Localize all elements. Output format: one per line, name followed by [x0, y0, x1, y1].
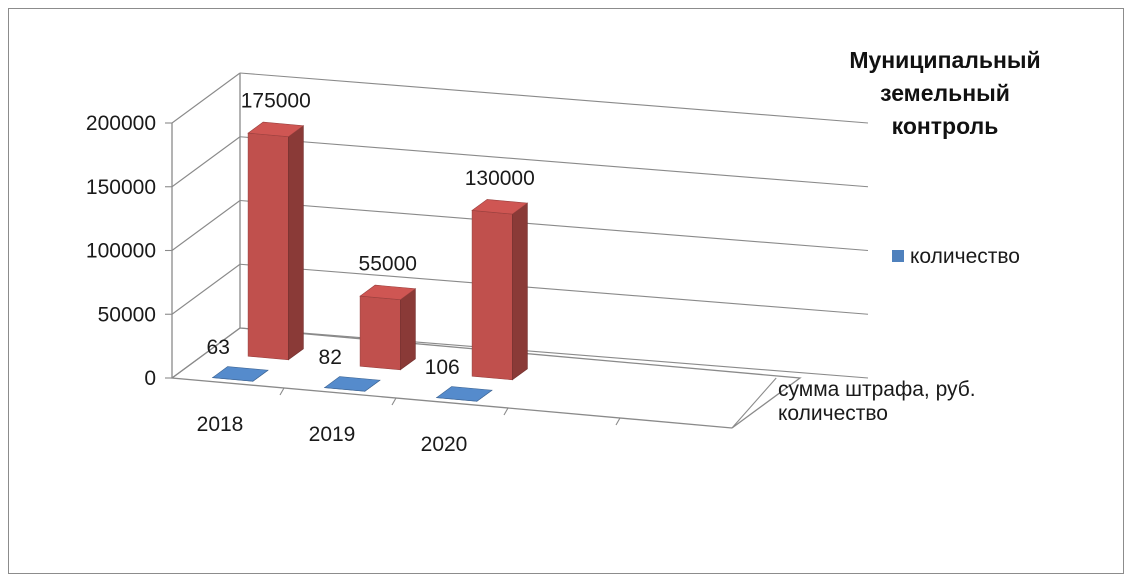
data-label: 106 — [425, 356, 460, 379]
gridline-side — [171, 72, 241, 124]
x-tick-mark — [391, 397, 397, 406]
x-tick-label: 2020 — [421, 433, 468, 456]
depth-axis-labels: сумма штрафа, руб.количество — [731, 377, 976, 429]
data-label: 63 — [207, 336, 230, 359]
gridline — [239, 72, 869, 124]
chart-title-line: земельный — [880, 80, 1010, 106]
data-label: 55000 — [359, 252, 417, 275]
bars — [211, 121, 529, 402]
chart-title-line: Муниципальный — [849, 47, 1040, 73]
y-axis-ticks: 0 50000 100000 150000 200000 — [86, 112, 172, 390]
bar — [435, 386, 493, 402]
data-label: 175000 — [241, 89, 311, 112]
bar-side-face — [400, 288, 416, 371]
gridline — [239, 327, 869, 379]
gridline-side — [171, 200, 241, 251]
depth-axis-label: количество — [778, 402, 888, 425]
data-label: 82 — [319, 346, 342, 369]
y-tick-label: 0 — [144, 367, 156, 390]
depth-axis-label: сумма штрафа, руб. — [778, 378, 976, 401]
bar-top-face — [323, 376, 381, 392]
bar — [211, 366, 269, 382]
x-tick-mark — [503, 407, 509, 416]
bar-top-face — [211, 366, 269, 382]
gridline — [239, 136, 869, 188]
chart-title: Муниципальный земельный контроль — [849, 47, 1040, 139]
gridline-side — [171, 136, 241, 188]
bar-side-face — [288, 125, 304, 361]
bar-top-face — [247, 121, 305, 138]
gridline — [239, 263, 869, 315]
bar-front-face — [247, 132, 289, 361]
bar — [247, 121, 305, 361]
bar — [359, 284, 417, 371]
x-tick-label: 2018 — [197, 413, 244, 436]
chart-frame — [8, 8, 1124, 574]
gridline-side — [171, 263, 241, 315]
bar-top-face — [359, 284, 417, 301]
data-label: 130000 — [465, 167, 535, 190]
chart-title-line: контроль — [892, 113, 999, 139]
legend-swatch — [892, 250, 904, 262]
y-tick-label: 100000 — [86, 240, 156, 263]
depth-axis-line — [731, 377, 777, 429]
bar-front-face — [359, 295, 401, 371]
bar-front-face — [471, 210, 513, 381]
bar-top-face — [435, 386, 493, 402]
bar-side-face — [512, 202, 528, 381]
x-tick-mark — [615, 417, 621, 426]
y-tick-label: 150000 — [86, 176, 156, 199]
legend: количество — [892, 245, 1020, 268]
gridline — [239, 199, 869, 252]
gridlines — [171, 72, 869, 379]
bar — [323, 376, 381, 392]
data-labels: 175000 55000 130000 63 82 106 — [207, 89, 535, 378]
bar-top-face — [471, 199, 529, 215]
x-tick-mark — [279, 387, 285, 396]
bar — [471, 199, 529, 381]
gridline-side — [171, 327, 241, 379]
x-axis-ticks: 2018 2019 2020 — [197, 387, 621, 456]
y-tick-label: 200000 — [86, 112, 156, 135]
legend-label: количество — [910, 245, 1020, 268]
y-tick-label: 50000 — [98, 303, 156, 326]
x-tick-label: 2019 — [309, 423, 356, 446]
